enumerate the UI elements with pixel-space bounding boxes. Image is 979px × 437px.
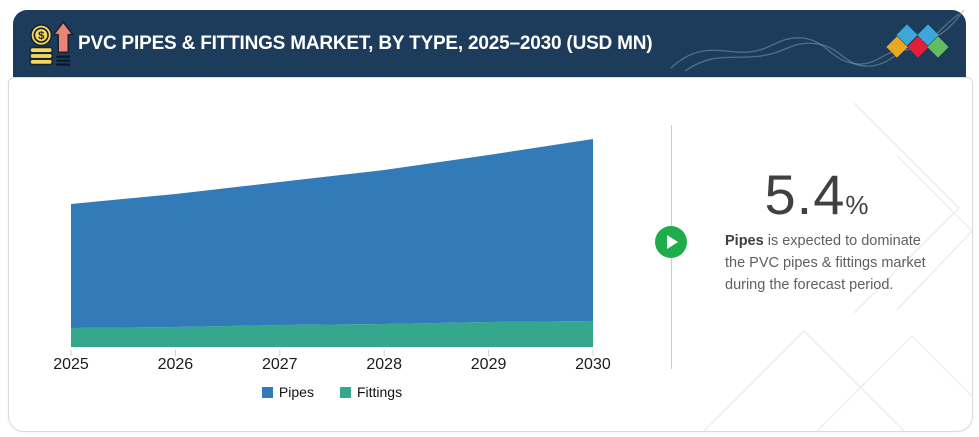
legend-label: Pipes bbox=[278, 384, 314, 400]
content-card: 2025 2026 2027 2028 2029 2030 Pipes Fitt… bbox=[8, 77, 973, 432]
stat-value: 5.4 bbox=[764, 163, 846, 226]
stacked-area-chart bbox=[70, 139, 594, 356]
legend-item-pipes: Pipes bbox=[261, 384, 314, 400]
svg-text:$: $ bbox=[38, 30, 45, 42]
play-button[interactable] bbox=[655, 226, 687, 258]
x-axis-label: 2029 bbox=[470, 356, 507, 373]
play-icon bbox=[667, 235, 678, 249]
insight-text-rest: is expected to dominate the PVC pipes & … bbox=[725, 233, 926, 293]
legend-item-fittings: Fittings bbox=[339, 384, 403, 400]
x-axis-label: 2025 bbox=[53, 356, 89, 373]
x-axis-label: 2027 bbox=[261, 356, 298, 373]
insight-text: Pipes is expected to dominate the PVC pi… bbox=[725, 230, 935, 296]
logo-diamonds bbox=[886, 24, 949, 58]
legend-swatch-pipes bbox=[261, 386, 273, 398]
legend-swatch-fittings bbox=[339, 386, 351, 398]
x-axis-label: 2026 bbox=[157, 356, 194, 373]
money-growth-icon: $ bbox=[29, 21, 74, 66]
page-title: PVC PIPES & FITTINGS MARKET, BY TYPE, 20… bbox=[78, 33, 653, 54]
insight-text-lead: Pipes bbox=[725, 233, 764, 249]
legend-label: Fittings bbox=[356, 384, 403, 400]
chart-legend: Pipes Fittings bbox=[49, 384, 615, 400]
header-bar: $ PVC PIPES & FITTINGS MARKET, BY TYPE, … bbox=[13, 10, 966, 77]
x-axis: 2025 2026 2027 2028 2029 2030 bbox=[49, 356, 615, 374]
cagr-stat: 5.4% bbox=[709, 162, 924, 227]
x-axis-label: 2028 bbox=[366, 356, 402, 373]
x-axis-label: 2030 bbox=[575, 356, 611, 373]
stat-unit: % bbox=[845, 190, 869, 220]
